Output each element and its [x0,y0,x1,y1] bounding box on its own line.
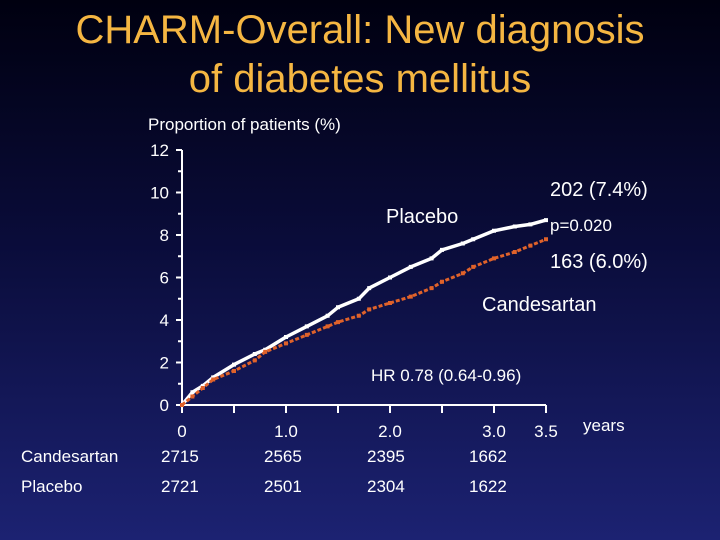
series-point-placebo [232,362,236,367]
series-point-placebo [252,352,257,356]
series-point-candesartan [528,243,533,248]
series-point-candesartan [429,286,434,291]
y-tick-label: 12 [150,141,169,160]
series-point-candesartan [388,301,392,305]
x-axis-label: years [583,416,625,435]
risk-placebo-3: 1622 [469,477,507,496]
hazard-ratio-label: HR 0.78 (0.64-0.96) [371,366,521,385]
series-point-candesartan [211,377,216,382]
series-label-candesartan: Candesartan [482,294,597,316]
series-point-candesartan [544,237,548,242]
series-point-placebo [190,390,195,395]
risk-placebo-0: 2721 [161,477,199,496]
series-point-placebo [528,222,533,227]
series-point-placebo [200,383,205,388]
risk-candesartan-1: 2565 [264,447,302,466]
y-tick-label: 2 [160,354,169,373]
label-layer: 0 2 4 6 8 10 12 0 1.0 2.0 3.0 3.5 years Placebo 202 (7… [150,141,648,441]
series-point-candesartan [336,320,340,325]
x-tick-label: 1.0 [274,422,298,441]
risk-candesartan-3: 1662 [469,447,507,466]
series-point-candesartan [492,256,496,261]
x-tick-label: 0 [177,422,186,441]
series-point-candesartan [263,349,268,354]
series-point-placebo [429,256,434,261]
y-tick-label: 10 [150,184,169,203]
series-point-candesartan [252,358,257,363]
series-point-placebo [263,347,268,352]
placebo-end-label: 202 (7.4%) [550,179,648,201]
series-point-placebo [388,275,392,280]
series-point-candesartan [367,307,372,312]
slide-title: CHARM-Overall: New diagnosis of diabetes… [0,6,720,104]
series-point-candesartan [408,294,413,299]
series-point-placebo [492,228,496,233]
series-point-placebo [336,305,340,310]
series-point-candesartan [304,332,309,337]
series-point-candesartan [460,271,465,276]
risk-candesartan-0: 2715 [161,447,199,466]
y-axis-label: Proportion of patients (%) [148,115,341,134]
series-point-placebo [440,247,444,252]
series-point-candesartan [180,403,184,407]
x-tick-label: 2.0 [378,422,402,441]
series-point-candesartan [471,264,476,269]
y-tick-label: 6 [160,269,169,288]
series-point-placebo [211,375,216,380]
series-point-placebo [304,324,309,329]
risk-placebo-1: 2501 [264,477,302,496]
risk-placebo-2: 2304 [367,477,405,496]
title-line-2: of diabetes mellitus [188,57,532,101]
y-tick-label: 0 [160,396,169,415]
series-point-placebo [460,241,465,246]
series-layer [180,218,548,407]
series-point-candesartan [232,369,236,373]
risk-row-label-candesartan: Candesartan [21,447,119,466]
series-point-placebo [544,218,548,223]
series-point-placebo [367,286,372,291]
series-label-placebo: Placebo [386,206,458,228]
series-point-candesartan [440,279,444,284]
series-point-placebo [408,264,413,269]
y-tick-label: 4 [160,311,169,330]
series-point-candesartan [356,313,361,318]
y-tick-label: 8 [160,226,169,245]
series-point-placebo [284,335,288,339]
series-point-candesartan [200,386,205,390]
series-point-placebo [356,296,361,301]
series-point-candesartan [325,324,330,329]
p-value-label: p=0.020 [550,216,612,235]
series-point-placebo [471,237,476,242]
risk-row-label-placebo: Placebo [21,477,83,496]
x-tick-label: 3.0 [482,422,506,441]
series-point-candesartan [284,341,288,346]
series-point-placebo [512,224,517,229]
series-point-candesartan [512,250,517,254]
risk-candesartan-2: 2395 [367,447,405,466]
series-point-candesartan [190,394,195,399]
x-tick-label: 3.5 [534,422,558,441]
title-line-1: CHARM-Overall: New diagnosis [75,8,645,52]
series-point-placebo [325,313,330,318]
candesartan-end-label: 163 (6.0%) [550,251,648,273]
